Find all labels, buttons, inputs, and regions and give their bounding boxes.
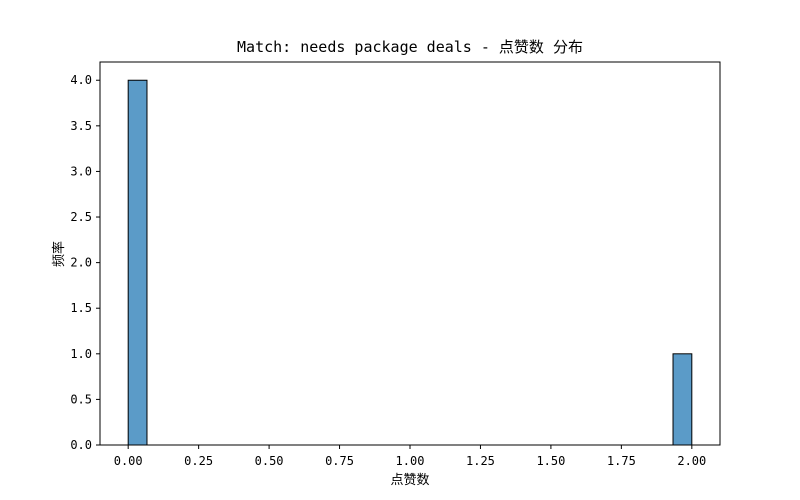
y-axis: 0.0 0.5 1.0 1.5 2.0 2.5 3.0 3.5 4.0 (70, 73, 100, 452)
x-tick-label: 1.25 (466, 454, 495, 468)
x-tick-label: 0.00 (114, 454, 143, 468)
y-tick-label: 4.0 (70, 73, 92, 87)
chart-title: Match: needs package deals - 点赞数 分布 (237, 38, 583, 56)
y-tick-label: 1.0 (70, 347, 92, 361)
x-tick-label: 0.25 (184, 454, 213, 468)
x-tick-label: 1.50 (536, 454, 565, 468)
y-tick-label: 3.5 (70, 119, 92, 133)
y-tick-label: 0.5 (70, 392, 92, 406)
x-tick-label: 0.50 (255, 454, 284, 468)
y-tick-label: 2.5 (70, 210, 92, 224)
y-tick-label: 3.0 (70, 164, 92, 178)
x-axis: 0.00 0.25 0.50 0.75 1.00 1.25 1.50 1.75 2.00 (114, 445, 706, 468)
x-tick-label: 2.00 (677, 454, 706, 468)
x-tick-label: 0.75 (325, 454, 354, 468)
histogram-bar-1 (672, 353, 693, 446)
plot-area (127, 79, 693, 446)
x-axis-label: 点赞数 (390, 473, 429, 488)
histogram-bar-0 (127, 79, 148, 446)
x-tick-label: 1.75 (607, 454, 636, 468)
y-tick-label: 1.5 (70, 301, 92, 315)
plot-frame (99, 61, 721, 446)
x-tick-label: 1.00 (396, 454, 425, 468)
y-tick-label: 0.0 (70, 438, 92, 452)
y-axis-label: 频率 (51, 241, 67, 267)
y-tick-label: 2.0 (70, 256, 92, 270)
